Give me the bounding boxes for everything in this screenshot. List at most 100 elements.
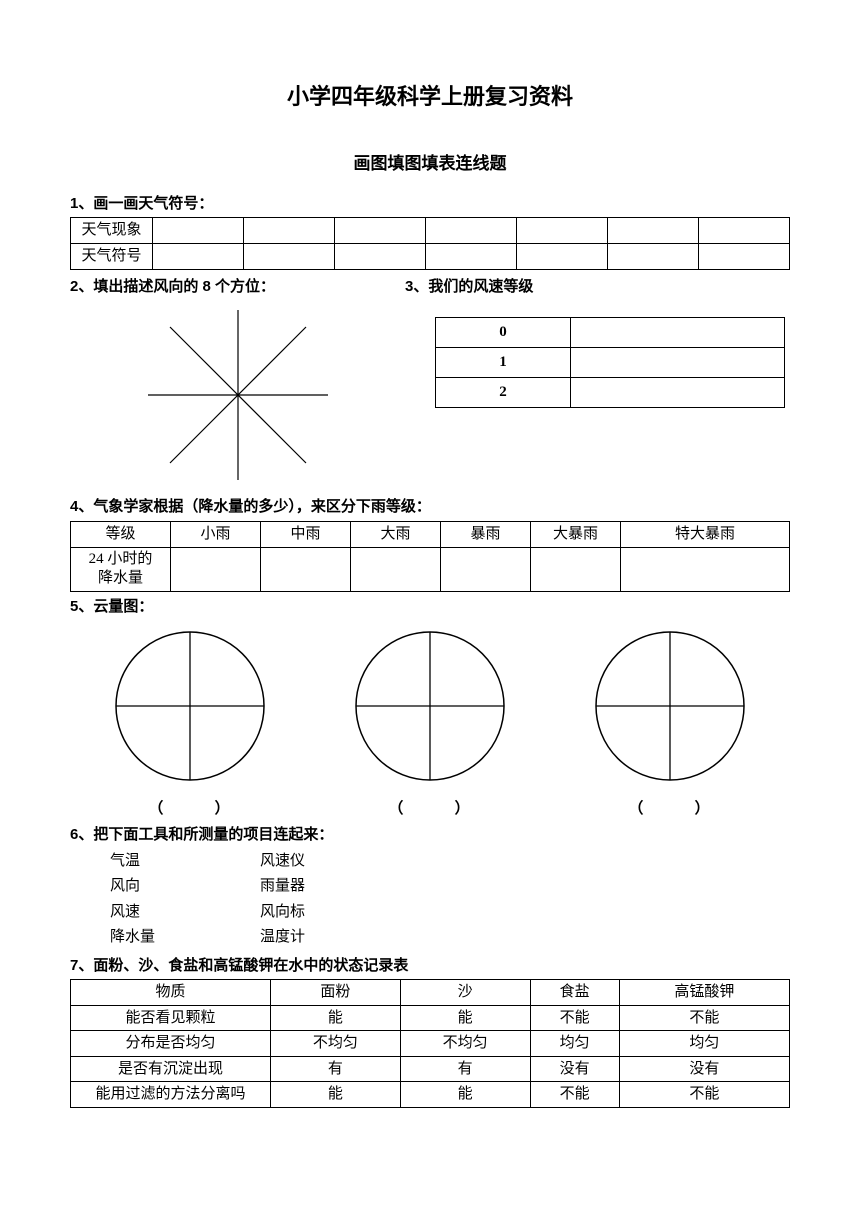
match-left-col: 气温 风向 风速 降水量: [70, 849, 260, 951]
state-record-table: 物质 面粉 沙 食盐 高锰酸钾 能否看见颗粒 能 能 不能 不能 分布是否均匀 …: [70, 979, 790, 1108]
rain-level-table: 等级 小雨 中雨 大雨 暴雨 大暴雨 特大暴雨 24 小时的降水量: [70, 521, 790, 592]
cell-blank: [335, 244, 426, 270]
match-right-col: 风速仪 雨量器 风向标 温度计: [260, 849, 305, 951]
list-item: 降水量: [110, 925, 260, 951]
table-row: 天气符号: [71, 244, 790, 270]
table-row: 0: [436, 317, 785, 347]
paren-blank: （ ）: [348, 798, 512, 821]
cell-header: 食盐: [530, 980, 619, 1006]
cell: 没有: [530, 1056, 619, 1082]
list-item: 风速仪: [260, 849, 305, 875]
cloud-circle-icon: [348, 626, 512, 786]
cell-col: 中雨: [261, 521, 351, 547]
cell-blank: [517, 244, 608, 270]
cell-col: 暴雨: [441, 521, 531, 547]
cell-blank: [153, 218, 244, 244]
cell: 分布是否均匀: [71, 1031, 271, 1057]
q4-label: 4、气象学家根据（降水量的多少），来区分下雨等级：: [70, 496, 790, 519]
compass-star-icon: [128, 305, 348, 485]
q1-label: 1、画一画天气符号：: [70, 193, 790, 216]
cell-blank: [261, 547, 351, 591]
cell-blank: [699, 244, 790, 270]
cell-weather-phenomenon: 天气现象: [71, 218, 153, 244]
cell-blank: [426, 218, 517, 244]
cell: 是否有沉淀出现: [71, 1056, 271, 1082]
table-row: 物质 面粉 沙 食盐 高锰酸钾: [71, 980, 790, 1006]
q7-label: 7、面粉、沙、食盐和高锰酸钾在水中的状态记录表: [70, 955, 790, 978]
cell-blank: [441, 547, 531, 591]
cell: 不能: [530, 1005, 619, 1031]
table-row: 1: [436, 347, 785, 377]
cloud-circle-icon: [108, 626, 272, 786]
cell-blank: [153, 244, 244, 270]
cell-level: 2: [436, 377, 571, 407]
cell-blank: [571, 317, 785, 347]
list-item: 气温: [110, 849, 260, 875]
list-item: 温度计: [260, 925, 305, 951]
q6-label: 6、把下面工具和所测量的项目连起来：: [70, 824, 790, 847]
cloud-circle-icon: [588, 626, 752, 786]
q2-label: 2、填出描述风向的 8 个方位：: [70, 276, 405, 299]
table-row: 分布是否均匀 不均匀 不均匀 均匀 均匀: [71, 1031, 790, 1057]
cloud-item: （ ）: [108, 626, 272, 820]
cell: 不能: [619, 1082, 789, 1108]
q5-label: 5、云量图：: [70, 596, 790, 619]
cell-blank: [621, 547, 790, 591]
table-row: 等级 小雨 中雨 大雨 暴雨 大暴雨 特大暴雨: [71, 521, 790, 547]
cell: 没有: [619, 1056, 789, 1082]
cell-col: 小雨: [171, 521, 261, 547]
cell: 不能: [619, 1005, 789, 1031]
table-row: 天气现象: [71, 218, 790, 244]
cell: 能否看见颗粒: [71, 1005, 271, 1031]
paren-blank: （ ）: [588, 798, 752, 821]
page-title: 小学四年级科学上册复习资料: [70, 80, 790, 113]
weather-symbol-table: 天气现象 天气符号: [70, 217, 790, 270]
cell-col: 大暴雨: [531, 521, 621, 547]
cell-blank: [571, 377, 785, 407]
cell: 均匀: [530, 1031, 619, 1057]
cloud-item: （ ）: [348, 626, 512, 820]
cell: 不能: [530, 1082, 619, 1108]
list-item: 风向标: [260, 900, 305, 926]
cell: 有: [271, 1056, 401, 1082]
cell-col: 特大暴雨: [621, 521, 790, 547]
cell: 能: [271, 1005, 401, 1031]
cell-blank: [426, 244, 517, 270]
cell-level: 1: [436, 347, 571, 377]
table-row: 能用过滤的方法分离吗 能 能 不能 不能: [71, 1082, 790, 1108]
cell-col: 大雨: [351, 521, 441, 547]
cell-blank: [171, 547, 261, 591]
list-item: 风速: [110, 900, 260, 926]
cell: 能: [271, 1082, 401, 1108]
q3-label: 3、我们的风速等级: [405, 276, 790, 299]
cell-blank: [335, 218, 426, 244]
cell: 有: [400, 1056, 530, 1082]
cloud-row: （ ） （ ） （ ）: [70, 626, 790, 820]
cell-blank: [571, 347, 785, 377]
cell: 能: [400, 1082, 530, 1108]
cell-blank: [244, 218, 335, 244]
cell-blank: [608, 218, 699, 244]
cloud-item: （ ）: [588, 626, 752, 820]
cell-blank: [608, 244, 699, 270]
cell-header: 等级: [71, 521, 171, 547]
cell-header: 面粉: [271, 980, 401, 1006]
table-row: 2: [436, 377, 785, 407]
cell: 均匀: [619, 1031, 789, 1057]
matching-block: 气温 风向 风速 降水量 风速仪 雨量器 风向标 温度计: [70, 849, 790, 951]
table-row: 能否看见颗粒 能 能 不能 不能: [71, 1005, 790, 1031]
cell-blank: [531, 547, 621, 591]
cell-blank: [244, 244, 335, 270]
wind-level-table: 0 1 2: [435, 317, 785, 408]
page-subtitle: 画图填图填表连线题: [70, 151, 790, 177]
cell-level: 0: [436, 317, 571, 347]
cell: 不均匀: [271, 1031, 401, 1057]
list-item: 雨量器: [260, 874, 305, 900]
cell: 能用过滤的方法分离吗: [71, 1082, 271, 1108]
cell-blank: [351, 547, 441, 591]
table-row: 24 小时的降水量: [71, 547, 790, 591]
cell-weather-symbol: 天气符号: [71, 244, 153, 270]
cell-blank: [517, 218, 608, 244]
cell-header: 物质: [71, 980, 271, 1006]
cell: 能: [400, 1005, 530, 1031]
